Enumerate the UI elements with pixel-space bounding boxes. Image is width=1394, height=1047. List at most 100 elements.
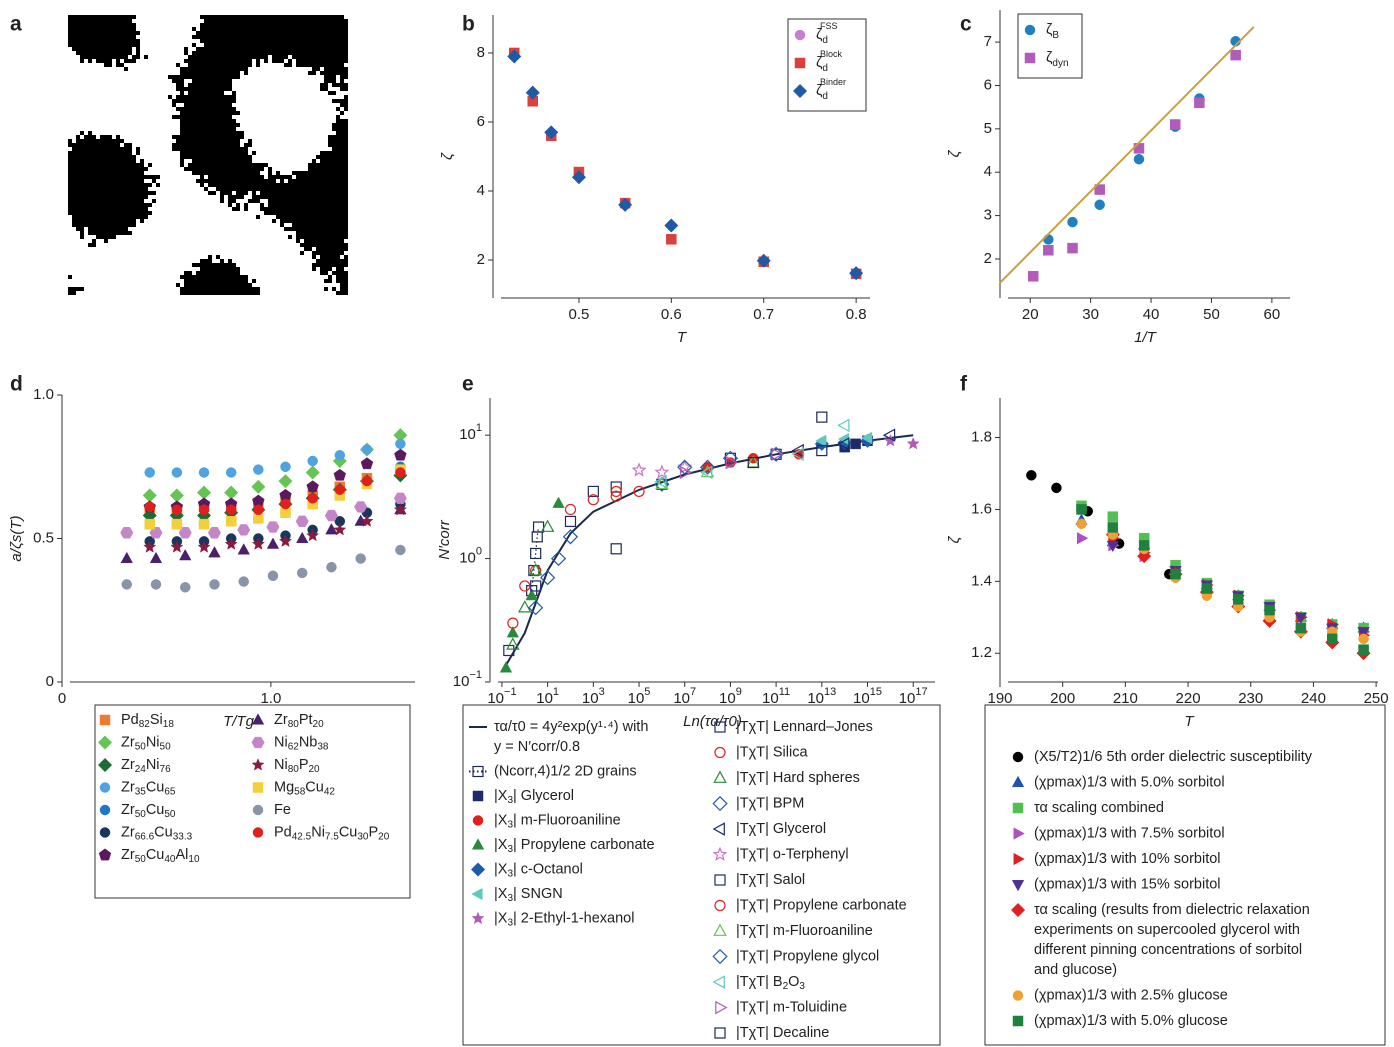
x-tick-label: 109 bbox=[719, 686, 742, 707]
y-tick-label: 4 bbox=[984, 163, 992, 180]
legend-marker bbox=[715, 748, 725, 758]
text-run: Zr bbox=[121, 734, 135, 750]
point bbox=[335, 485, 345, 495]
legend-label: |X3| Glycerol bbox=[494, 788, 574, 806]
point bbox=[209, 547, 221, 558]
point bbox=[238, 544, 250, 555]
text-run: 66.6 bbox=[135, 831, 155, 842]
x-tick-label: 30 bbox=[1082, 306, 1099, 323]
x-tick-label: 40 bbox=[1143, 306, 1160, 323]
point bbox=[226, 505, 236, 515]
point bbox=[1170, 120, 1180, 130]
panel-label: a bbox=[10, 13, 22, 36]
text-run: P bbox=[369, 824, 379, 840]
legend-label: |TχT| B2O3 bbox=[736, 974, 805, 992]
text-run: Ni bbox=[311, 824, 325, 840]
point bbox=[239, 577, 249, 587]
point bbox=[307, 481, 319, 492]
text-run: | m-Fluoroaniline bbox=[513, 812, 621, 828]
y-tick-label: 5 bbox=[984, 120, 992, 137]
legend-subscript: d bbox=[822, 35, 828, 46]
point bbox=[199, 519, 209, 529]
y-axis-label: a/ζs(T) bbox=[8, 515, 25, 561]
point bbox=[252, 480, 266, 494]
binary-image bbox=[68, 15, 348, 295]
x-tick-label: 190 bbox=[987, 690, 1012, 707]
point bbox=[145, 519, 155, 529]
point bbox=[666, 234, 676, 244]
tick-exponent: 9 bbox=[736, 686, 742, 698]
text-run: Nb bbox=[299, 734, 318, 750]
text-run: 10 bbox=[188, 854, 200, 865]
point bbox=[151, 579, 161, 589]
legend-marker bbox=[253, 783, 263, 793]
text-run: Ni bbox=[274, 734, 288, 750]
point bbox=[197, 486, 211, 500]
legend-label: y = N′corr/0.8 bbox=[494, 739, 580, 755]
text-run: 30 bbox=[357, 831, 369, 842]
point bbox=[1194, 98, 1204, 108]
text-run: Cu bbox=[154, 824, 173, 840]
y-axis-label: N′corr bbox=[436, 519, 453, 559]
x-tick-label: 1013 bbox=[807, 686, 836, 707]
legend-label: |TχT| Decaline bbox=[736, 1025, 829, 1041]
tick-exponent: 15 bbox=[870, 686, 882, 698]
x-tick-label: 0.6 bbox=[661, 306, 682, 323]
point bbox=[180, 582, 190, 592]
point bbox=[907, 438, 919, 449]
y-tick-label: 7 bbox=[984, 33, 992, 50]
text-run: |X bbox=[494, 886, 508, 902]
y-tick-label: 3 bbox=[984, 207, 992, 224]
legend-marker bbox=[252, 714, 263, 725]
legend-marker bbox=[98, 758, 112, 772]
legend-marker bbox=[795, 30, 805, 40]
legend-label: (Ncorr,4)1/2 2D grains bbox=[494, 763, 637, 779]
legend-label: τα scaling (results from dielectric rela… bbox=[1034, 902, 1310, 918]
text-run: | Propylene carbonate bbox=[513, 837, 655, 853]
legend-superscript: Binder bbox=[820, 77, 846, 87]
panel-label: f bbox=[960, 373, 968, 396]
point bbox=[395, 545, 405, 555]
text-run: Si bbox=[150, 712, 163, 728]
text-run: 50 bbox=[135, 741, 147, 752]
point bbox=[253, 505, 263, 515]
y-tick-label: 1.4 bbox=[971, 572, 992, 589]
legend-label: |X3| SNGN bbox=[494, 886, 563, 904]
x-tick-label: 230 bbox=[1238, 690, 1263, 707]
legend-label: |X3| 2-Ethyl-1-hexanol bbox=[494, 910, 634, 928]
text-run: 18 bbox=[163, 719, 175, 730]
text-run: Cu bbox=[305, 779, 324, 795]
point bbox=[252, 495, 264, 506]
point bbox=[172, 505, 182, 515]
point bbox=[1296, 623, 1306, 633]
point bbox=[565, 504, 575, 514]
point bbox=[209, 579, 219, 589]
text-run: 38 bbox=[317, 741, 329, 752]
legend-marker bbox=[473, 816, 483, 826]
point bbox=[226, 516, 236, 526]
point bbox=[611, 544, 621, 554]
figure: abcdef0.50.60.70.82468TζζdFSSζdBlockζdBi… bbox=[0, 0, 1394, 1047]
x-axis-label: Ln(τα/τ0) bbox=[683, 713, 742, 730]
legend-label: |TχT| o-Terphenyl bbox=[736, 846, 849, 862]
x-tick-label: 103 bbox=[582, 686, 605, 707]
panel-label: e bbox=[462, 373, 474, 396]
legend-marker bbox=[1012, 880, 1024, 891]
text-run: Cu bbox=[146, 802, 165, 818]
legend-marker bbox=[714, 772, 726, 783]
point bbox=[296, 516, 309, 527]
legend-marker bbox=[715, 1028, 725, 1038]
text-run: |X bbox=[494, 910, 508, 926]
text-run: Zr bbox=[121, 779, 135, 795]
legend-label: experiments on supercooled glycerol with bbox=[1034, 922, 1300, 938]
legend-marker bbox=[1025, 53, 1035, 63]
legend-superscript: Block bbox=[820, 49, 843, 59]
point bbox=[356, 554, 366, 564]
legend-marker bbox=[716, 1002, 727, 1014]
x-tick-label: 1015 bbox=[853, 686, 882, 707]
y-tick-label: 10−1 bbox=[453, 669, 482, 690]
text-run: |TχT| B bbox=[736, 974, 783, 990]
text-run: 33.3 bbox=[173, 831, 193, 842]
y-tick-label: 2 bbox=[984, 250, 992, 267]
point bbox=[122, 579, 132, 589]
